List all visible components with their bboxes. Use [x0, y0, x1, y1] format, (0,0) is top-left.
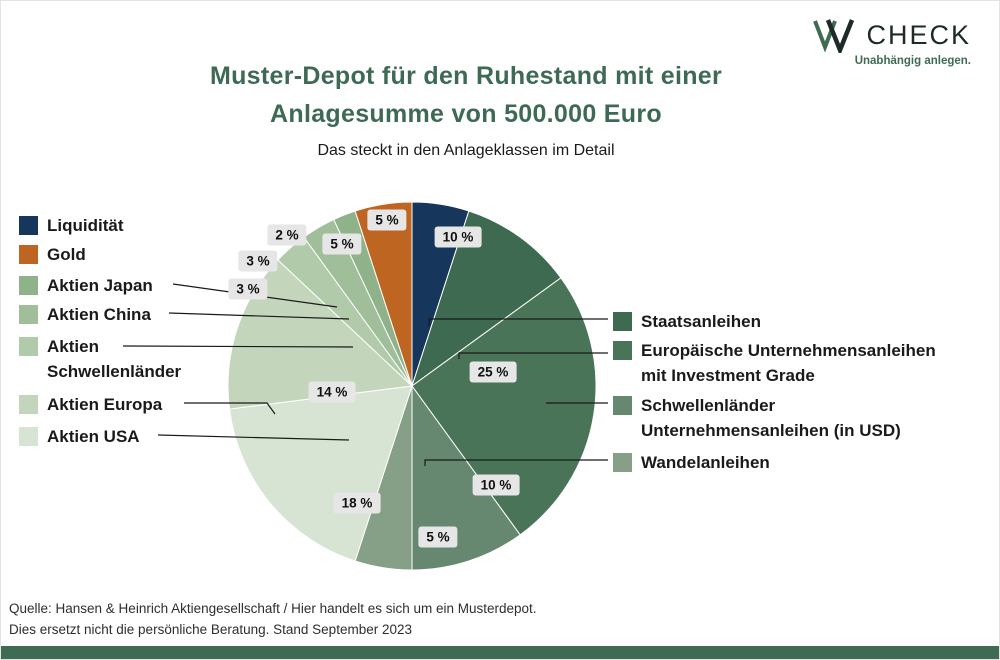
source-note-line2: Dies ersetzt nicht die persönliche Berat… [9, 622, 412, 637]
legend-label: Schwellenländer Unternehmensanleihen (in … [641, 396, 901, 440]
connector-line [458, 352, 608, 359]
value-label: 5 % [418, 526, 458, 548]
connector-line [428, 318, 608, 326]
legend-label: Aktien Schwellenländer [47, 337, 182, 381]
legend-label: Aktien Europa [47, 395, 163, 414]
legend-item: Gold [19, 242, 86, 267]
legend-label: Aktien China [47, 305, 151, 324]
legend-swatch [19, 395, 38, 414]
value-label: 18 % [333, 492, 381, 514]
connector-line [168, 312, 350, 320]
legend-swatch [19, 305, 38, 324]
legend-label: Wandelanleihen [641, 453, 770, 472]
legend-item: Aktien Schwellenländer [19, 334, 181, 384]
legend-swatch [613, 341, 632, 360]
legend-label: Liquidität [47, 216, 124, 235]
value-label: 10 % [472, 474, 520, 496]
logo-tagline: Unabhängig anlegen. [854, 55, 971, 67]
source-note: Quelle: Hansen & Heinrich Aktiengesellsc… [9, 598, 537, 640]
legend-item: Europäische Unternehmensanleihen mit Inve… [613, 338, 936, 388]
legend-label: Aktien USA [47, 427, 140, 446]
page-subtitle: Das steckt in den Anlageklassen im Detai… [317, 142, 615, 159]
value-label: 10 % [434, 226, 482, 248]
legend-item: Schwellenländer Unternehmensanleihen (in … [613, 393, 901, 443]
legend-item: Wandelanleihen [613, 450, 770, 475]
legend-swatch [19, 427, 38, 446]
value-label: 5 % [322, 233, 362, 255]
legend-item: Aktien USA [19, 424, 140, 449]
legend-item: Aktien China [19, 302, 151, 327]
source-note-line1: Quelle: Hansen & Heinrich Aktiengesellsc… [9, 601, 537, 616]
bottom-accent-bar [1, 646, 999, 659]
pie-slice-staatsanleihen [411, 210, 562, 388]
connector-line [424, 459, 608, 466]
connector-line [122, 345, 354, 348]
pie-slice-schwellenländer-unternehmensanleihen-in-usd- [411, 384, 521, 571]
value-label: 2 % [267, 224, 307, 246]
page-title-line1: Muster-Depot für den Ruhestand mit einer [209, 62, 723, 90]
page-title-line2: Anlagesumme von 500.000 Euro [270, 100, 662, 128]
legend-label: Europäische Unternehmensanleihen mit Inve… [641, 341, 936, 385]
legend-swatch [19, 337, 38, 356]
legend-swatch [19, 245, 38, 264]
legend-swatch [613, 312, 632, 331]
pie-slice-europäische-unternehmensanleihen-mit-investment-grade [411, 277, 597, 536]
legend-swatch [613, 453, 632, 472]
connector-line [184, 402, 276, 415]
connector-line [157, 434, 350, 441]
legend-swatch [19, 216, 38, 235]
value-label: 25 % [469, 361, 517, 383]
logo: CHECK Unabhängig anlegen. [813, 17, 971, 67]
value-label: 3 % [228, 278, 268, 300]
value-label: 14 % [308, 381, 356, 403]
page-title: Muster-Depot für den Ruhestand mit einer… [121, 57, 811, 133]
legend-label: Staatsanleihen [641, 312, 761, 331]
legend-item: Aktien Japan [19, 273, 153, 298]
legend-item: Liquidität [19, 213, 123, 238]
legend-label: Gold [47, 245, 86, 264]
legend-swatch [19, 276, 38, 295]
value-label: 3 % [238, 250, 278, 272]
logo-vv-icon [813, 19, 855, 53]
legend-swatch [613, 396, 632, 415]
pie-slice-gold [354, 201, 413, 387]
logo-row: CHECK [813, 17, 971, 53]
legend-label: Aktien Japan [47, 276, 153, 295]
legend-item: Aktien Europa [19, 392, 162, 417]
legend-item: Staatsanleihen [613, 309, 761, 334]
logo-text: CHECK [866, 19, 971, 50]
pie-slice-aktien-usa [228, 385, 413, 562]
value-label: 5 % [367, 209, 407, 231]
